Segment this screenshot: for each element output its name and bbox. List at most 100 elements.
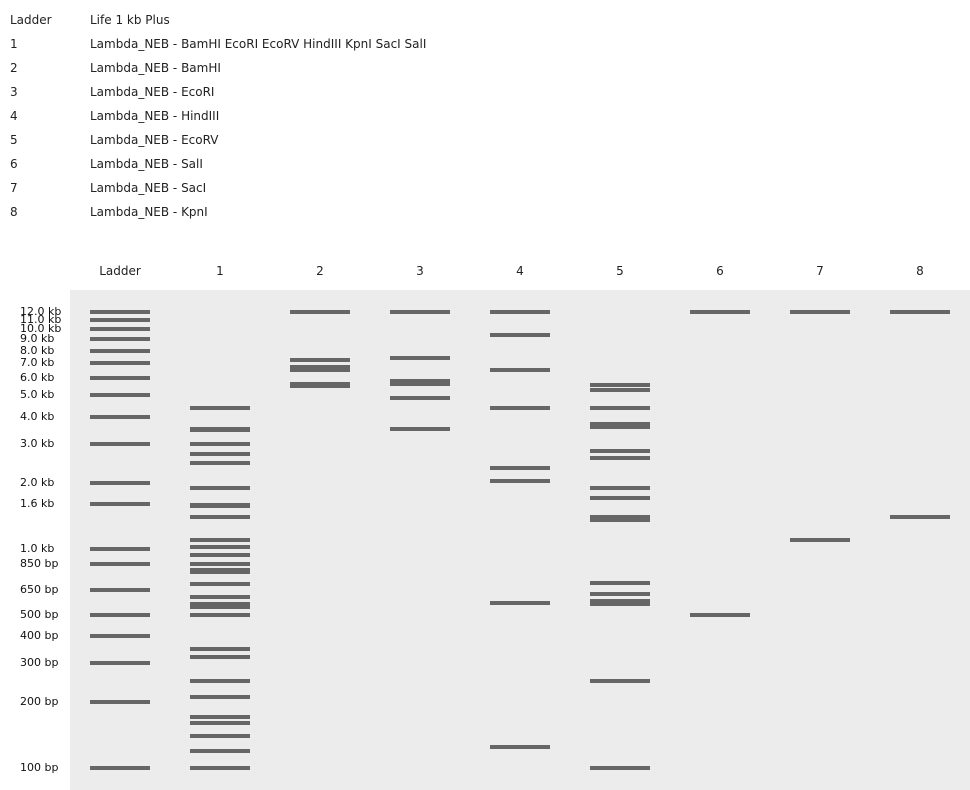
- lane-8-band: [890, 310, 950, 314]
- lane-1-band: [190, 406, 250, 411]
- legend-sample-name: Lambda_NEB - KpnI: [90, 205, 208, 219]
- ladder-size-label: 10.0 kb: [20, 322, 62, 336]
- lane-1-band: [190, 427, 250, 432]
- lane-5-band: [590, 598, 650, 603]
- lane-label: 8: [916, 264, 924, 278]
- ladder-band: [90, 766, 150, 770]
- legend-lane-id: 7: [10, 181, 18, 195]
- lane-label: 3: [416, 264, 424, 278]
- ladder-size-label: 300 bp: [20, 656, 59, 670]
- lane-5-band: [590, 448, 650, 453]
- lane-5-band: [590, 485, 650, 490]
- lane-5-band: [590, 387, 650, 392]
- lane-2-band: [290, 368, 350, 372]
- lane-1-band: [190, 715, 250, 720]
- lane-1-band: [190, 721, 250, 726]
- lane-1-band: [190, 537, 250, 542]
- lane-5-band: [590, 518, 650, 523]
- ladder-band: [90, 318, 150, 323]
- legend-lane-id: 4: [10, 109, 18, 123]
- lane-1-band: [190, 601, 250, 606]
- ladder-band: [90, 661, 150, 666]
- lane-3-band: [390, 310, 450, 314]
- ladder-size-label: 9.0 kb: [20, 332, 55, 346]
- legend-lane-id: 1: [10, 37, 18, 51]
- ladder-band: [90, 587, 150, 592]
- lane-1-band: [190, 655, 250, 660]
- ladder-band: [90, 501, 150, 506]
- lane-1-band: [190, 544, 250, 549]
- lane-4-band: [490, 310, 550, 314]
- lane-5-band: [590, 580, 650, 585]
- lane-8-band: [890, 514, 950, 519]
- ladder-band: [90, 414, 150, 419]
- lane-3-band: [390, 426, 450, 431]
- lane-4-band: [490, 466, 550, 471]
- lane-4-band: [490, 744, 550, 749]
- lane-1-band: [190, 695, 250, 700]
- lane-1-band: [190, 766, 250, 770]
- gel-image: [70, 290, 970, 790]
- ladder-band: [90, 633, 150, 638]
- legend-sample-name: Lambda_NEB - BamHI EcoRI EcoRV HindIII K…: [90, 37, 427, 51]
- ladder-band: [90, 337, 150, 342]
- ladder-size-label: 650 bp: [20, 582, 59, 596]
- ladder-band: [90, 480, 150, 485]
- lane-7-band: [790, 537, 850, 542]
- legend-sample-name: Lambda_NEB - SalI: [90, 157, 203, 171]
- ladder-band: [90, 612, 150, 617]
- lane-label: 4: [516, 264, 524, 278]
- lane-1-band: [190, 612, 250, 617]
- ladder-size-label: 1.6 kb: [20, 496, 55, 510]
- ladder-size-label: 4.0 kb: [20, 409, 55, 423]
- lane-2-band: [290, 382, 350, 387]
- lane-label: 2: [316, 264, 324, 278]
- legend-lane-id: 5: [10, 133, 18, 147]
- lane-1-band: [190, 570, 250, 575]
- lane-4-band: [490, 601, 550, 606]
- ladder-size-label: 500 bp: [20, 607, 59, 621]
- ladder-band: [90, 361, 150, 366]
- ladder-band: [90, 310, 150, 314]
- lane-5-band: [590, 382, 650, 387]
- lane-3-band: [390, 379, 450, 384]
- lane-2-band: [290, 310, 350, 314]
- legend-sample-name: Lambda_NEB - EcoRI: [90, 85, 215, 99]
- legend-sample-name: Lambda_NEB - BamHI: [90, 61, 221, 75]
- ladder-size-label: 400 bp: [20, 628, 59, 642]
- lane-5-band: [590, 514, 650, 519]
- lane-6-band: [690, 612, 750, 617]
- lane-2-band: [290, 358, 350, 363]
- ladder-band: [90, 562, 150, 567]
- lane-5-band: [590, 766, 650, 770]
- lane-1-band: [190, 514, 250, 519]
- legend-sample-name: Lambda_NEB - EcoRV: [90, 133, 219, 147]
- lane-5-band: [590, 592, 650, 597]
- ladder-size-label: 1.0 kb: [20, 541, 55, 555]
- lane-1-band: [190, 503, 250, 508]
- lane-1-band: [190, 748, 250, 753]
- legend-lane-id: 3: [10, 85, 18, 99]
- ladder-size-label: 12.0 kb: [20, 305, 62, 318]
- legend-sample-name: Lambda_NEB - HindIII: [90, 109, 220, 123]
- lane-2-band: [290, 384, 350, 389]
- ladder-size-label: 100 bp: [20, 761, 59, 774]
- lane-5-band: [590, 405, 650, 410]
- legend-lane-id: 6: [10, 157, 18, 171]
- lane-1-band: [190, 562, 250, 567]
- lane-1-band: [190, 646, 250, 651]
- ladder-size-label: 200 bp: [20, 694, 59, 708]
- lane-1-band: [190, 461, 250, 466]
- ladder-band: [90, 699, 150, 704]
- lane-label: Ladder: [99, 264, 141, 278]
- ladder-size-label: 5.0 kb: [20, 388, 55, 402]
- ladder-size-label: 11.0 kb: [20, 313, 62, 327]
- lane-5-band: [590, 601, 650, 606]
- lane-1-band: [190, 567, 250, 572]
- lane-4-band: [490, 406, 550, 411]
- lane-1-band: [190, 595, 250, 600]
- lane-2-band: [290, 364, 350, 369]
- ladder-size-label: 2.0 kb: [20, 475, 55, 489]
- lane-3-band: [390, 381, 450, 386]
- ladder-size-label: 8.0 kb: [20, 343, 55, 357]
